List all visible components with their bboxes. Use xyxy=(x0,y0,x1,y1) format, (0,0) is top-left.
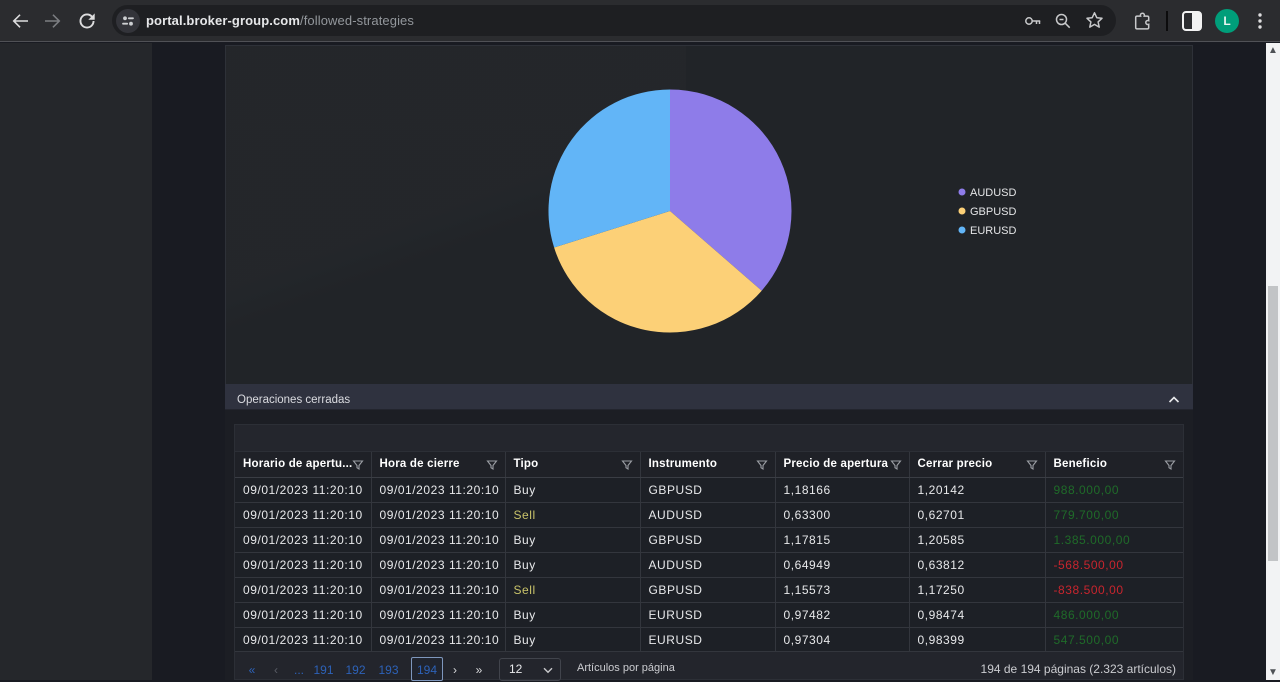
svg-text:GBPUSD: GBPUSD xyxy=(970,206,1017,218)
svg-text:AUDUSD: AUDUSD xyxy=(970,187,1017,199)
svg-text:EURUSD: EURUSD xyxy=(970,225,1017,237)
